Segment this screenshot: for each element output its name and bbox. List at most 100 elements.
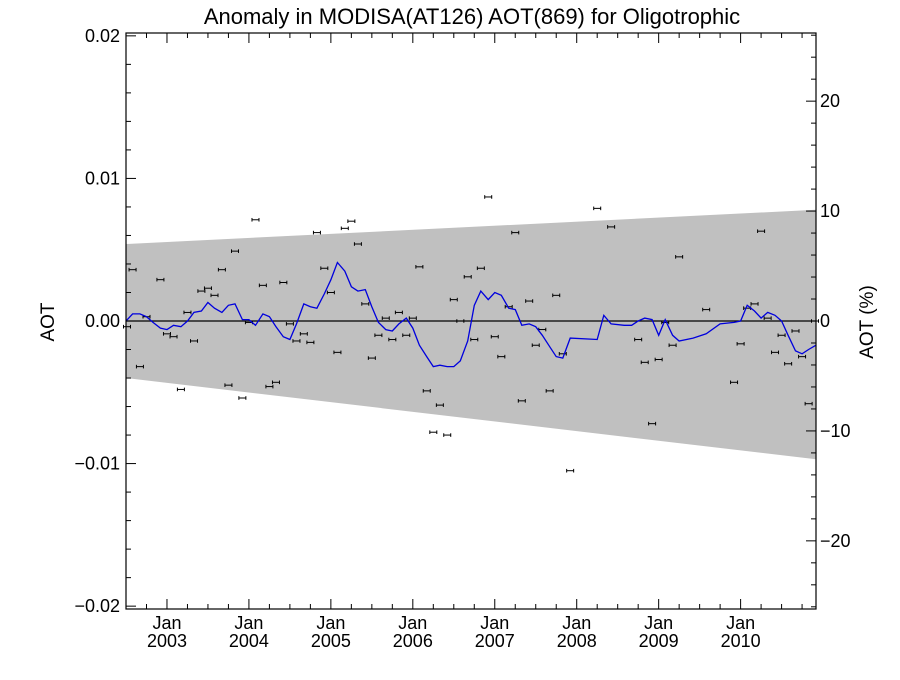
- data-point: [640, 360, 649, 365]
- x-tick-label-month: Jan: [398, 613, 427, 633]
- data-point: [730, 380, 739, 385]
- data-point: [353, 242, 362, 246]
- x-tick-label-year: 2006: [393, 631, 433, 651]
- data-point: [347, 219, 356, 223]
- x-tick-label-year: 2003: [147, 631, 187, 651]
- x-tick-label-month: Jan: [316, 613, 345, 633]
- data-point: [525, 299, 534, 303]
- data-point: [320, 266, 329, 271]
- data-point: [285, 322, 294, 326]
- data-point: [402, 333, 411, 338]
- data-point: [449, 297, 458, 302]
- data-point: [312, 230, 321, 235]
- data-point: [566, 468, 575, 473]
- data-point: [484, 195, 493, 199]
- data-point: [190, 339, 199, 343]
- data-point: [224, 383, 233, 387]
- data-point: [210, 293, 219, 298]
- data-point: [326, 290, 335, 295]
- data-point: [374, 333, 383, 338]
- data-point: [517, 399, 526, 403]
- x-tick-label-month: Jan: [480, 613, 509, 633]
- data-point: [607, 225, 616, 229]
- data-point: [777, 333, 786, 338]
- data-point: [128, 267, 137, 272]
- data-point: [135, 364, 144, 369]
- y2-tick-label: 10: [820, 201, 840, 221]
- y2-tick-label: 0: [820, 311, 830, 331]
- y2-axis-label: AOT (%): [857, 285, 878, 359]
- data-point: [736, 342, 745, 346]
- y-tick-label: 0.00: [85, 311, 120, 331]
- data-point: [661, 320, 670, 325]
- data-point: [668, 343, 677, 348]
- points-group: [123, 195, 819, 473]
- data-point: [456, 319, 465, 323]
- error-band-group: [126, 209, 816, 460]
- data-point: [757, 229, 766, 233]
- y-axis-label: AOT: [38, 302, 59, 341]
- y2-tick-label: −20: [820, 531, 851, 551]
- data-point: [156, 277, 165, 282]
- x-tick-label-month: Jan: [644, 613, 673, 633]
- data-point: [511, 230, 520, 235]
- data-point: [763, 316, 772, 320]
- y-tick-label: −0.01: [74, 454, 120, 474]
- data-point: [422, 389, 431, 393]
- x-tick-label-year: 2005: [311, 631, 351, 651]
- data-point: [340, 226, 349, 231]
- data-point: [367, 356, 376, 360]
- line-group: [125, 261, 817, 368]
- data-point: [292, 339, 301, 343]
- y2-tick-label: 20: [820, 91, 840, 111]
- data-point: [217, 267, 226, 272]
- data-point: [552, 293, 561, 298]
- data-point: [558, 351, 567, 356]
- data-point: [476, 266, 485, 271]
- x-tick-label-month: Jan: [562, 613, 591, 633]
- data-point: [279, 280, 288, 285]
- data-point: [443, 433, 452, 437]
- data-point: [702, 307, 711, 312]
- data-point: [545, 389, 554, 393]
- data-point: [504, 304, 513, 309]
- x-tick-label-year: 2004: [229, 631, 269, 651]
- data-point: [435, 403, 444, 407]
- data-point: [463, 275, 472, 279]
- data-point: [593, 206, 602, 211]
- y-tick-label: 0.02: [85, 26, 120, 46]
- x-tick-label-year: 2010: [721, 631, 761, 651]
- y-tick-label: −0.02: [74, 596, 120, 616]
- data-point: [798, 354, 807, 359]
- data-point: [333, 350, 342, 355]
- x-tick-label-month: Jan: [726, 613, 755, 633]
- data-point: [634, 337, 643, 342]
- data-point: [654, 357, 663, 362]
- x-tick-label-year: 2009: [639, 631, 679, 651]
- data-point: [183, 310, 192, 315]
- data-point: [176, 387, 185, 392]
- data-point: [675, 255, 684, 259]
- error-band: [126, 209, 816, 460]
- data-point: [230, 249, 239, 253]
- data-point: [306, 340, 315, 345]
- data-point: [258, 283, 267, 288]
- data-point: [470, 337, 479, 342]
- data-point: [169, 334, 178, 339]
- series-line: [125, 261, 817, 368]
- data-point: [271, 380, 280, 385]
- data-point: [415, 265, 424, 269]
- y2-tick-label: −10: [820, 421, 851, 441]
- data-point: [490, 334, 499, 339]
- data-point: [238, 396, 247, 400]
- data-point: [531, 343, 540, 348]
- data-point: [203, 286, 212, 291]
- x-tick-label-year: 2008: [557, 631, 597, 651]
- data-point: [784, 361, 793, 366]
- x-tick-label-month: Jan: [152, 613, 181, 633]
- data-point: [265, 384, 274, 389]
- data-point: [408, 316, 417, 320]
- data-point: [771, 350, 780, 355]
